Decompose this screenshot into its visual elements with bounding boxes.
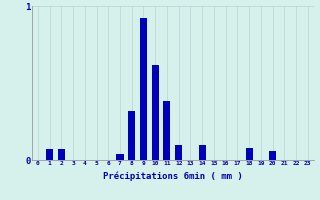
Bar (245, 148, 252, 160)
X-axis label: Précipitations 6min ( mm ): Précipitations 6min ( mm ) (103, 171, 243, 181)
Bar (46, 149, 53, 160)
Bar (116, 154, 124, 160)
Bar (269, 151, 276, 160)
Bar (58, 149, 65, 160)
Bar (140, 18, 147, 160)
Bar (152, 65, 159, 160)
Bar (128, 111, 135, 160)
Bar (175, 145, 182, 160)
Bar (164, 101, 171, 160)
Bar (199, 145, 206, 160)
